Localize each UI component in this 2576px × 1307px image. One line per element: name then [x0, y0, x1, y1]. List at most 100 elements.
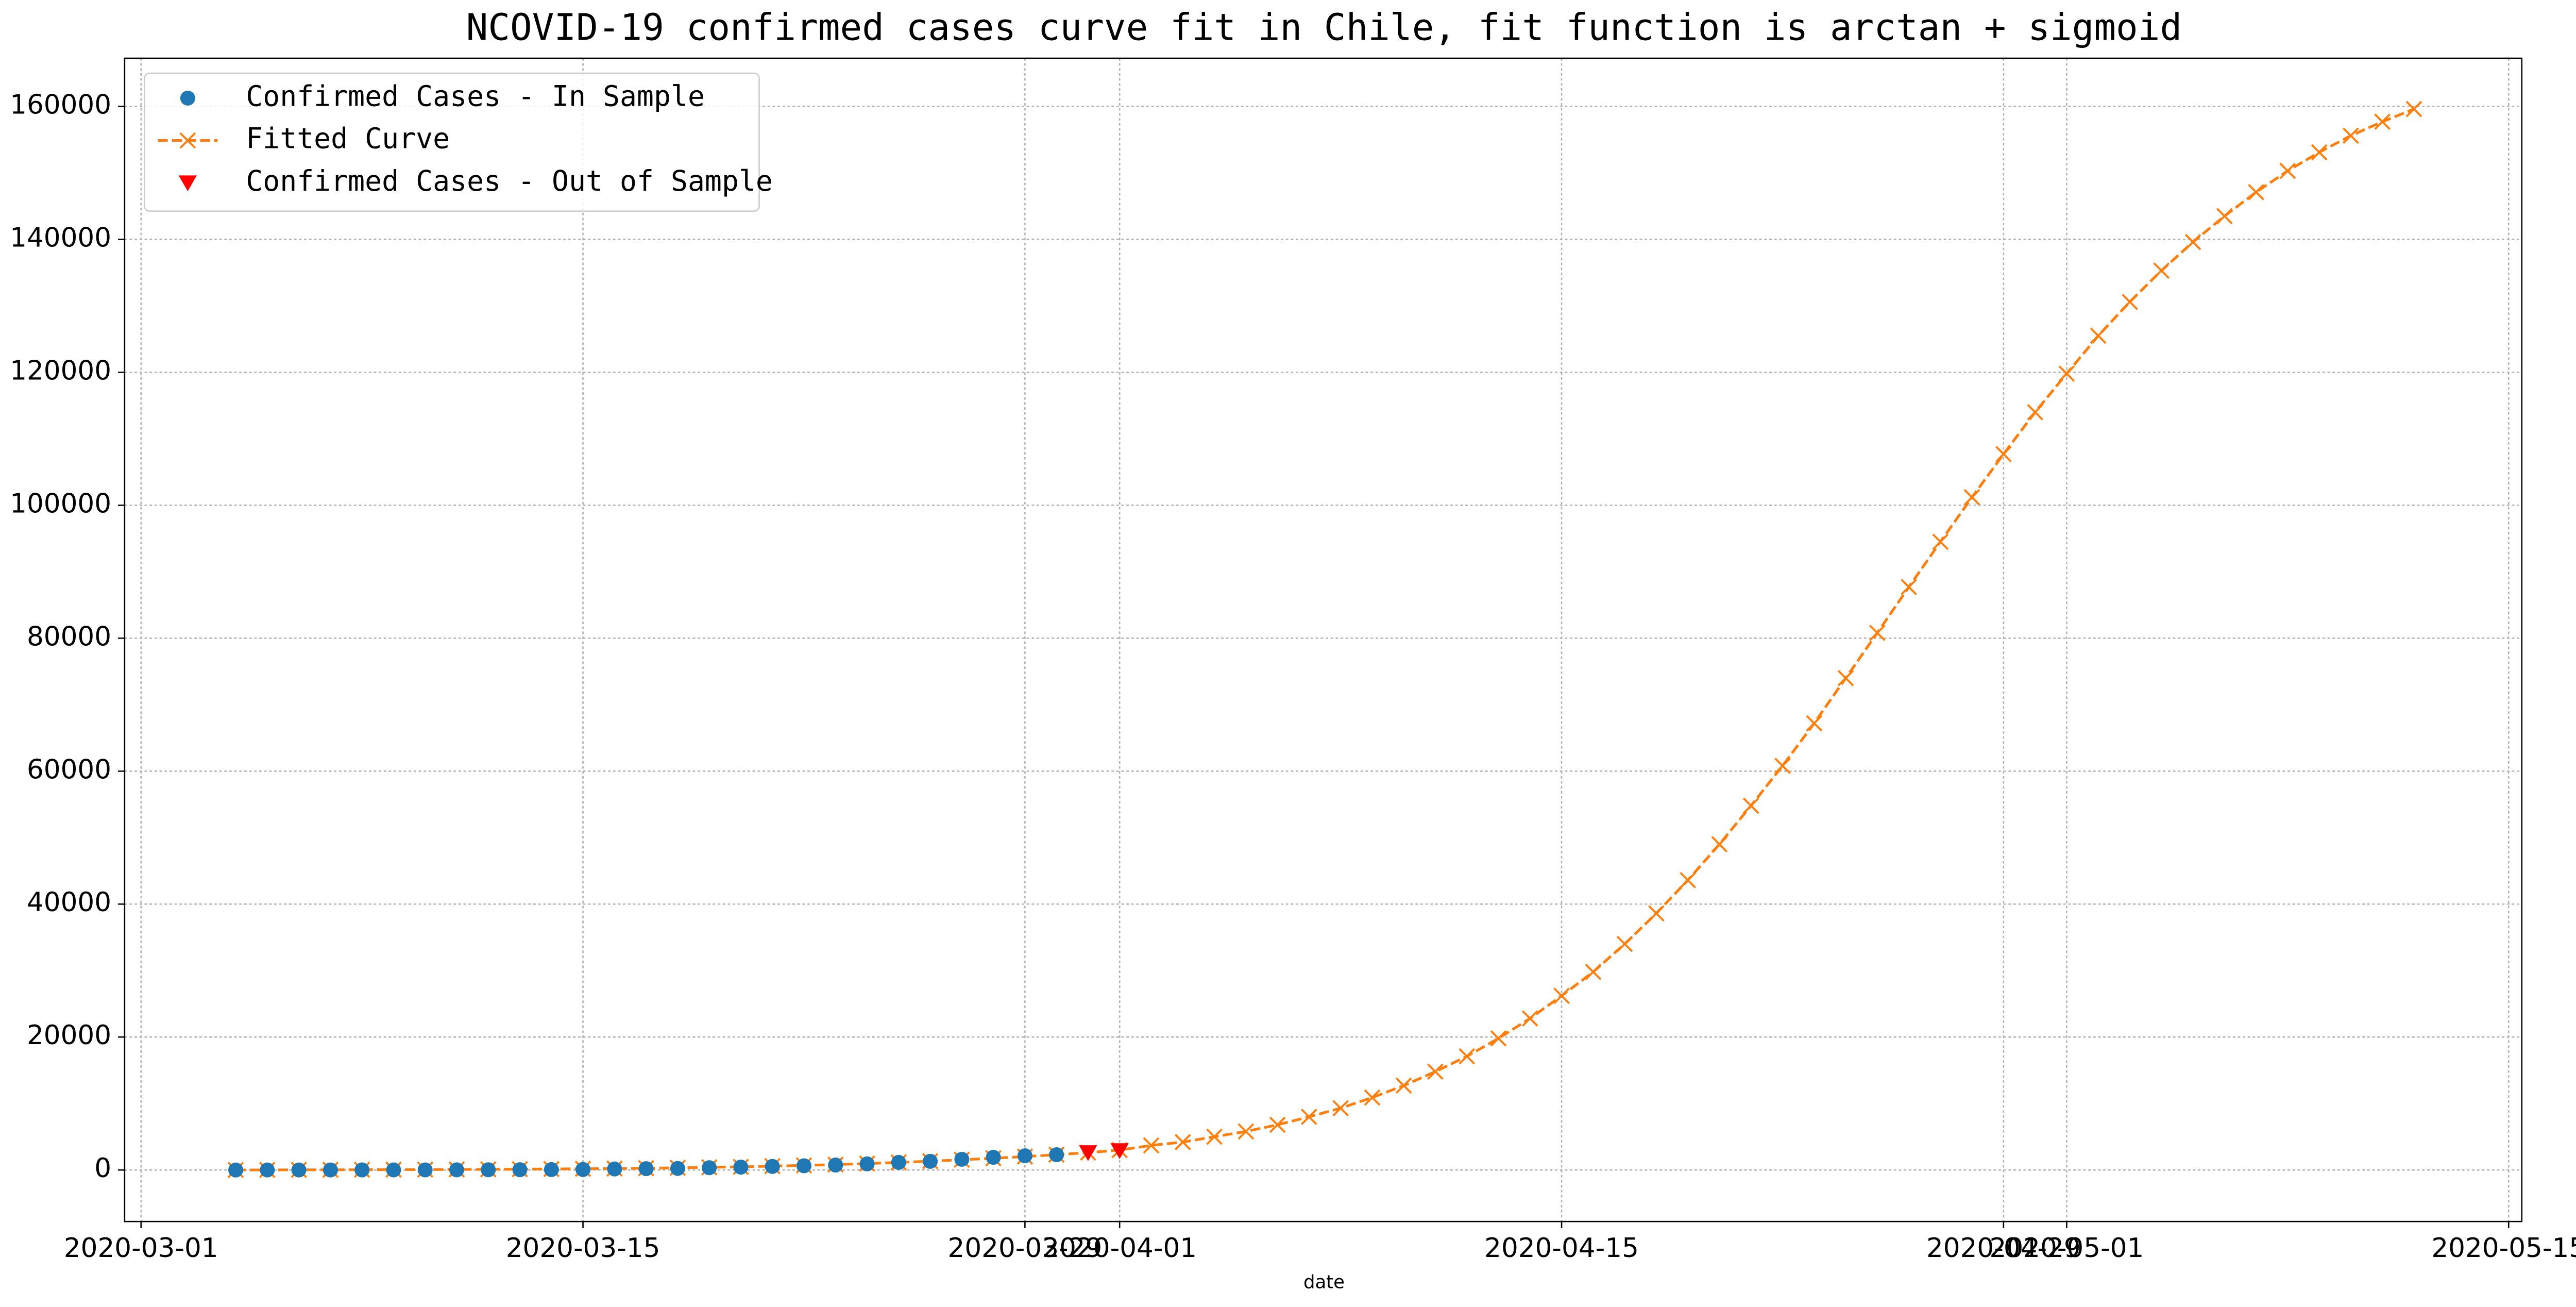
point [260, 1162, 275, 1178]
point [1490, 1030, 1507, 1047]
y-tick-label: 100000 [10, 488, 111, 519]
point [2374, 113, 2391, 130]
point [323, 1162, 338, 1178]
point [891, 1154, 906, 1170]
point [1049, 1147, 1064, 1163]
x-axis-label: date [1303, 1271, 1345, 1293]
x-tick-label: 2020-03-29 [948, 1233, 1103, 1264]
point [2090, 327, 2107, 344]
point [2343, 127, 2359, 144]
legend-marker [180, 90, 195, 106]
point [2184, 233, 2201, 250]
point [2027, 404, 2044, 421]
point [986, 1150, 1001, 1165]
x-tick-label: 2020-04-29 [1926, 1233, 2081, 1264]
x-tick-label: 2020-04-01 [1042, 1233, 1197, 1264]
point [954, 1151, 970, 1167]
point [1585, 963, 1602, 980]
point [1932, 533, 1949, 550]
point [2058, 365, 2075, 382]
point [228, 1162, 244, 1178]
point [1553, 987, 1570, 1004]
point [1521, 1010, 1538, 1027]
point [1616, 935, 1633, 952]
x-tick-label: 2020-05-15 [2431, 1233, 2576, 1264]
x-tick-label: 2020-04-15 [1484, 1233, 1639, 1264]
x-tick-label: 2020-05-01 [1990, 1233, 2144, 1264]
point [1459, 1048, 1476, 1065]
point [923, 1153, 938, 1169]
point [1364, 1089, 1381, 1106]
point [449, 1162, 464, 1178]
y-tick-label: 140000 [10, 222, 111, 253]
y-tick-label: 20000 [27, 1020, 111, 1051]
point [512, 1162, 528, 1178]
y-tick-label: 160000 [10, 89, 111, 120]
point [2405, 100, 2422, 118]
point [1079, 1145, 1097, 1161]
y-tick-label: 120000 [10, 355, 111, 386]
point [1110, 1143, 1129, 1159]
x-tick-label: 2020-03-01 [64, 1233, 218, 1264]
point [1995, 446, 2012, 462]
legend-marker [179, 132, 196, 149]
legend-box [144, 72, 760, 212]
y-tick-label: 80000 [27, 621, 111, 652]
point [1901, 579, 1917, 595]
point [1963, 489, 1980, 506]
fitted-line [235, 108, 2415, 1171]
legend-label: Confirmed Cases - In Sample [246, 80, 705, 113]
point [702, 1160, 717, 1176]
point [2279, 162, 2296, 179]
point [354, 1162, 370, 1178]
point [1427, 1063, 1444, 1080]
point [607, 1161, 622, 1177]
point [796, 1158, 811, 1174]
point [2122, 293, 2138, 310]
point [1143, 1137, 1160, 1154]
point [386, 1162, 401, 1178]
point [1206, 1128, 1223, 1145]
y-tick-label: 0 [94, 1153, 111, 1184]
point [1332, 1100, 1349, 1117]
legend-label: Confirmed Cases - Out of Sample [246, 164, 773, 197]
point [2153, 262, 2170, 279]
point [1238, 1123, 1255, 1140]
point [1269, 1116, 1286, 1133]
point [1300, 1109, 1317, 1125]
point [1395, 1077, 1412, 1094]
point [417, 1162, 433, 1178]
point [1806, 715, 1823, 732]
point [638, 1161, 654, 1177]
point [1837, 669, 1854, 686]
point [828, 1158, 843, 1173]
chart-title: NCOVID-19 confirmed cases curve fit in C… [466, 6, 2182, 49]
point [481, 1162, 496, 1178]
point [733, 1160, 749, 1175]
point [1648, 905, 1665, 922]
plot-frame [124, 57, 2523, 1222]
point [2248, 184, 2264, 200]
y-tick-label: 60000 [27, 754, 111, 785]
point [544, 1162, 559, 1177]
point [1680, 872, 1697, 889]
point [765, 1159, 780, 1174]
y-tick-label: 40000 [27, 887, 111, 918]
point [1742, 797, 1759, 814]
x-tick-label: 2020-03-15 [506, 1233, 660, 1264]
point [2311, 144, 2328, 161]
point [291, 1162, 307, 1178]
legend-marker [178, 175, 197, 191]
point [1174, 1134, 1191, 1150]
point [859, 1156, 875, 1171]
point [2216, 208, 2233, 225]
point [575, 1162, 591, 1177]
point [1774, 758, 1791, 774]
point [1869, 625, 1886, 641]
point [1017, 1148, 1032, 1164]
legend-label: Fitted Curve [246, 122, 450, 155]
point [670, 1161, 685, 1176]
point [1711, 836, 1728, 853]
